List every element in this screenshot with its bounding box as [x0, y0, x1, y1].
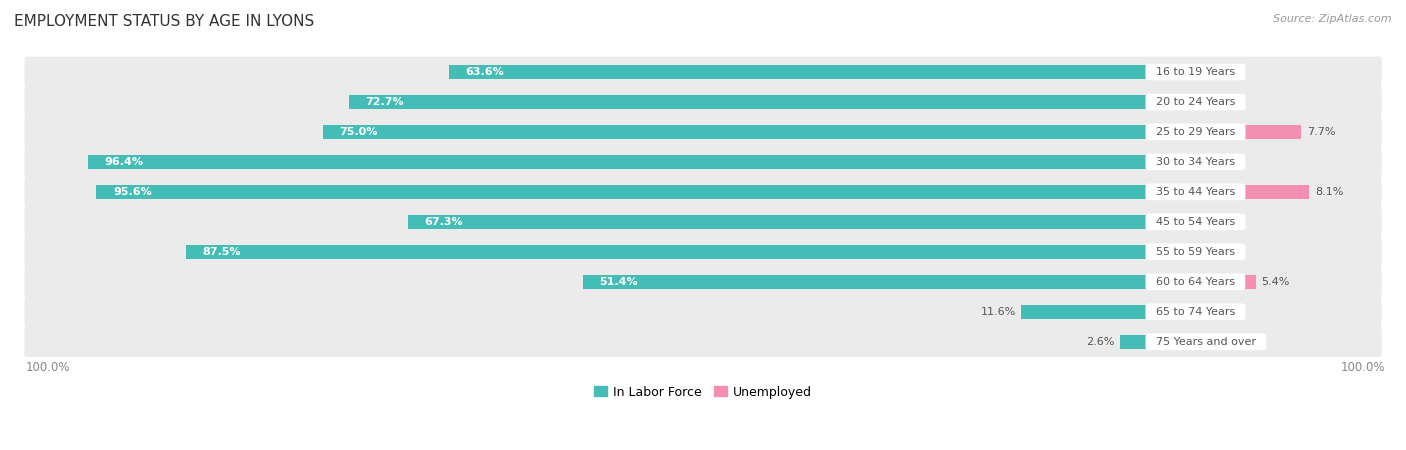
- Bar: [323, 125, 1149, 139]
- Bar: [1121, 334, 1149, 349]
- Text: 7.7%: 7.7%: [1308, 127, 1336, 137]
- Text: 2.5%: 2.5%: [1204, 157, 1232, 167]
- Text: 55 to 59 Years: 55 to 59 Years: [1149, 247, 1241, 257]
- Text: 75.0%: 75.0%: [340, 127, 378, 137]
- Bar: [1149, 274, 1256, 289]
- Text: 45 to 54 Years: 45 to 54 Years: [1149, 217, 1241, 227]
- Bar: [1149, 215, 1178, 229]
- Text: 0.0%: 0.0%: [1166, 67, 1194, 77]
- Text: 35 to 44 Years: 35 to 44 Years: [1149, 187, 1241, 197]
- Text: 2.6%: 2.6%: [1087, 337, 1115, 347]
- FancyBboxPatch shape: [24, 87, 1382, 117]
- Bar: [1149, 125, 1302, 139]
- Bar: [97, 184, 1149, 199]
- Text: 51.4%: 51.4%: [599, 277, 638, 287]
- Text: 95.6%: 95.6%: [112, 187, 152, 197]
- Bar: [1149, 95, 1160, 109]
- Text: 96.4%: 96.4%: [104, 157, 143, 167]
- Text: 60 to 64 Years: 60 to 64 Years: [1149, 277, 1241, 287]
- Text: 1.5%: 1.5%: [1184, 217, 1212, 227]
- Text: 16 to 19 Years: 16 to 19 Years: [1149, 67, 1241, 77]
- Text: Source: ZipAtlas.com: Source: ZipAtlas.com: [1274, 14, 1392, 23]
- Text: 65 to 74 Years: 65 to 74 Years: [1149, 307, 1241, 317]
- FancyBboxPatch shape: [24, 266, 1382, 297]
- Text: 75 Years and over: 75 Years and over: [1149, 337, 1263, 347]
- Text: 11.6%: 11.6%: [980, 307, 1015, 317]
- Text: 67.3%: 67.3%: [425, 217, 463, 227]
- Text: 5.4%: 5.4%: [1261, 277, 1289, 287]
- Bar: [1149, 305, 1160, 319]
- FancyBboxPatch shape: [24, 147, 1382, 177]
- Bar: [583, 274, 1149, 289]
- Bar: [87, 155, 1149, 169]
- Bar: [186, 245, 1149, 259]
- Text: 100.0%: 100.0%: [1341, 361, 1385, 374]
- Legend: In Labor Force, Unemployed: In Labor Force, Unemployed: [589, 381, 817, 404]
- Bar: [1149, 65, 1160, 79]
- Text: 25 to 29 Years: 25 to 29 Years: [1149, 127, 1241, 137]
- Text: EMPLOYMENT STATUS BY AGE IN LYONS: EMPLOYMENT STATUS BY AGE IN LYONS: [14, 14, 315, 28]
- Text: 87.5%: 87.5%: [202, 247, 240, 257]
- Bar: [1149, 245, 1160, 259]
- Bar: [408, 215, 1149, 229]
- FancyBboxPatch shape: [24, 117, 1382, 147]
- Text: 0.0%: 0.0%: [1166, 307, 1194, 317]
- FancyBboxPatch shape: [24, 57, 1382, 87]
- Text: 0.0%: 0.0%: [1166, 247, 1194, 257]
- Bar: [349, 95, 1149, 109]
- Bar: [1149, 155, 1198, 169]
- FancyBboxPatch shape: [24, 176, 1382, 207]
- Text: 72.7%: 72.7%: [366, 97, 404, 107]
- Bar: [449, 65, 1149, 79]
- FancyBboxPatch shape: [24, 297, 1382, 327]
- FancyBboxPatch shape: [24, 326, 1382, 357]
- FancyBboxPatch shape: [24, 207, 1382, 237]
- Text: 100.0%: 100.0%: [25, 361, 70, 374]
- FancyBboxPatch shape: [24, 237, 1382, 267]
- Text: 30 to 34 Years: 30 to 34 Years: [1149, 157, 1241, 167]
- Text: 20 to 24 Years: 20 to 24 Years: [1149, 97, 1241, 107]
- Text: 63.6%: 63.6%: [465, 67, 503, 77]
- Text: 0.0%: 0.0%: [1166, 337, 1194, 347]
- Bar: [1021, 305, 1149, 319]
- Text: 0.0%: 0.0%: [1166, 97, 1194, 107]
- Text: 8.1%: 8.1%: [1315, 187, 1343, 197]
- Bar: [1149, 184, 1309, 199]
- Bar: [1149, 334, 1160, 349]
